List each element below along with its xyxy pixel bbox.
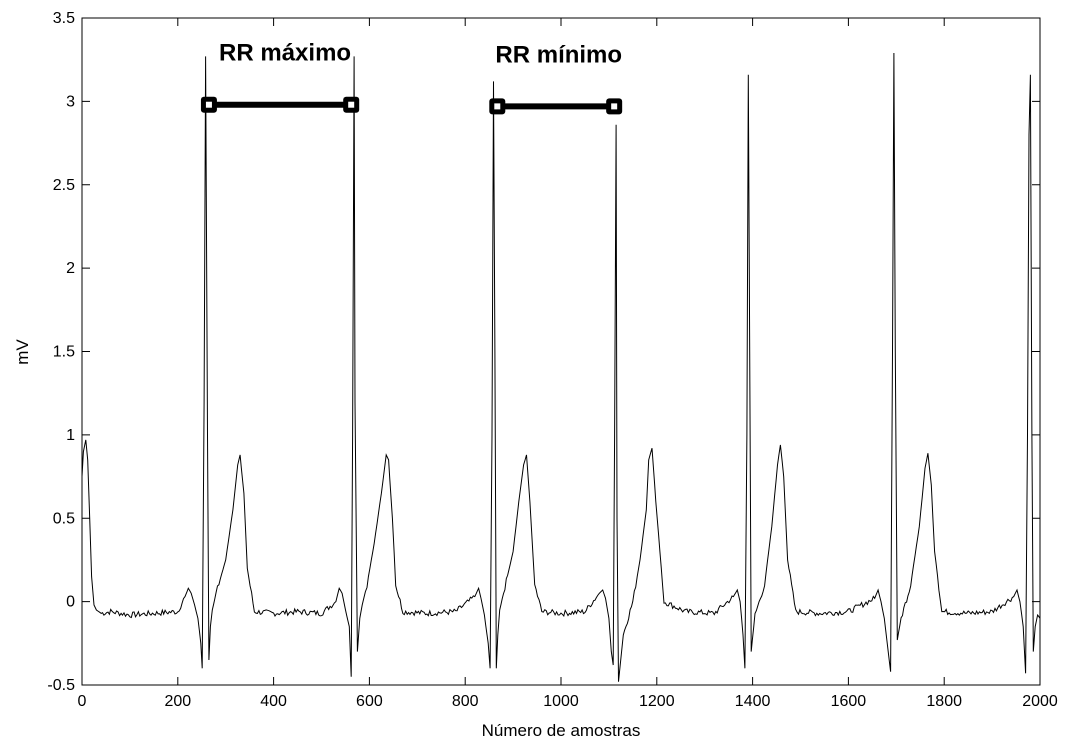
x-tick-label: 1400 <box>735 693 771 710</box>
y-tick-label: 2.5 <box>53 177 75 194</box>
y-tick-label: 2 <box>66 260 75 277</box>
x-tick-label: 800 <box>452 693 479 710</box>
y-tick-label: 1 <box>66 427 75 444</box>
x-tick-label: 1000 <box>543 693 579 710</box>
x-tick-label: 1600 <box>831 693 867 710</box>
y-tick-label: 3 <box>66 93 75 110</box>
rr-annotation-label: RR mínimo <box>495 41 622 68</box>
x-tick-label: 0 <box>78 693 87 710</box>
rr-marker-center <box>205 101 212 108</box>
axis-ticks <box>81 17 1041 686</box>
y-tick-label: 0 <box>66 594 75 611</box>
y-tick-label: 1.5 <box>53 344 75 361</box>
x-tick-label: 1800 <box>926 693 962 710</box>
rr-marker-center <box>494 103 501 110</box>
x-tick-label: 2000 <box>1022 693 1058 710</box>
rr-annotation-label: RR máximo <box>219 40 351 67</box>
plot-area <box>81 17 1041 686</box>
y-tick-label: 0.5 <box>53 510 75 527</box>
ecg-series-line <box>81 52 1041 682</box>
y-axis-label: mV <box>13 339 32 365</box>
rr-annotations: RR máximo RR mínimo <box>200 40 623 115</box>
x-tick-label: 200 <box>164 693 191 710</box>
x-tick-labels: 0 200 400 600 800 1000 1200 1400 1600 1800 2000 <box>78 693 1058 710</box>
y-tick-label: -0.5 <box>47 677 75 694</box>
x-axis-label: Número de amostras <box>482 721 641 740</box>
x-tick-label: 400 <box>260 693 287 710</box>
rr-marker-center <box>611 103 618 110</box>
rr-marker-center <box>348 101 355 108</box>
y-tick-labels: -0.5 0 0.5 1 1.5 2 2.5 3 3.5 <box>47 10 75 694</box>
x-tick-label: 1200 <box>639 693 675 710</box>
y-tick-label: 3.5 <box>53 10 75 27</box>
x-tick-label: 600 <box>356 693 383 710</box>
